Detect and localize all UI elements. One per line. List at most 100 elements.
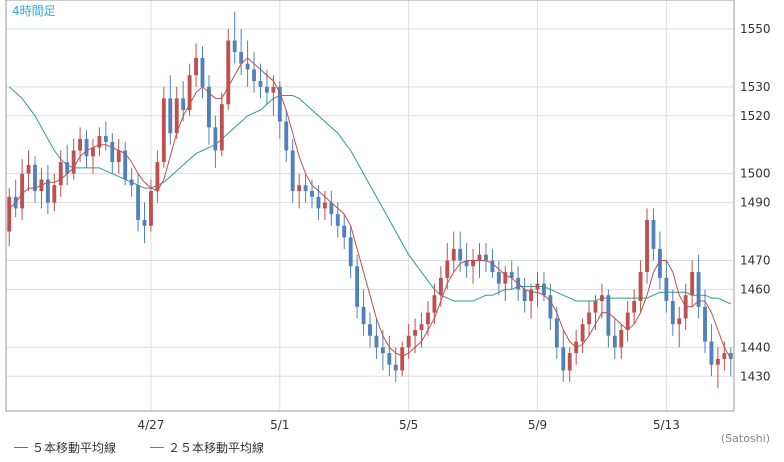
candle <box>722 341 727 371</box>
candle <box>168 75 173 145</box>
candle <box>703 289 707 354</box>
timeframe-label: 4時間足 <box>12 4 56 18</box>
candle <box>52 173 57 212</box>
candle <box>71 138 76 180</box>
candle <box>715 347 720 388</box>
candles <box>7 11 733 388</box>
candle <box>136 173 141 232</box>
x-axis-labels: 4/27 5/1 5/5 5/9 5/13 <box>137 418 679 432</box>
candle <box>728 347 733 377</box>
candle <box>58 150 63 197</box>
candle <box>277 81 282 139</box>
candle <box>110 133 115 174</box>
legend-ma25: ２５本移動平均線 <box>150 438 264 456</box>
y-tick-label: 1470 <box>740 253 771 267</box>
legend-ma5-label: ５本移動平均線 <box>32 440 117 455</box>
candle <box>181 81 186 122</box>
candle <box>239 28 244 76</box>
credit-label: (Satoshi) <box>720 432 770 445</box>
candle <box>445 243 450 290</box>
legend-ma25-label: ２５本移動平均線 <box>168 440 265 455</box>
candle <box>529 283 533 319</box>
candle <box>65 144 70 186</box>
candle <box>542 272 546 302</box>
grid-lines <box>6 0 734 411</box>
candle <box>97 127 102 157</box>
candle <box>194 43 198 87</box>
candle <box>400 341 405 377</box>
candle <box>207 75 211 145</box>
candle <box>213 115 218 168</box>
y-tick-label: 1460 <box>740 282 771 296</box>
y-tick-label: 1530 <box>740 80 771 94</box>
candle <box>342 214 347 249</box>
candle <box>638 260 643 313</box>
candle <box>612 318 617 359</box>
candle <box>123 141 128 186</box>
candle <box>187 63 192 116</box>
candle <box>252 52 256 93</box>
y-tick-label: 1440 <box>740 340 771 354</box>
candle <box>361 289 366 336</box>
ma25-series <box>8 86 732 305</box>
candle <box>355 254 360 319</box>
y-axis-labels: 1550 1530 1520 1500 1490 1470 1460 1440 1430 <box>740 22 771 383</box>
y-tick-label: 1520 <box>740 109 771 123</box>
candle <box>380 329 385 371</box>
candle <box>625 301 630 342</box>
candle <box>142 202 147 244</box>
candle <box>368 312 372 348</box>
candle <box>496 260 501 296</box>
candle <box>458 231 463 273</box>
candle <box>696 254 701 319</box>
candle <box>116 138 121 174</box>
candle <box>45 164 50 215</box>
candle <box>284 109 289 163</box>
legend-ma5-swatch <box>14 446 28 448</box>
y-tick-label: 1550 <box>740 22 771 36</box>
candle <box>271 75 276 116</box>
candle <box>219 92 224 157</box>
x-tick-label: 5/9 <box>528 418 547 432</box>
candle <box>451 231 456 273</box>
candle <box>690 260 695 307</box>
candle <box>664 260 669 313</box>
candle <box>155 150 160 203</box>
candle <box>232 11 237 64</box>
y-tick-label: 1500 <box>740 167 771 181</box>
candle <box>645 208 649 284</box>
candle <box>13 179 18 218</box>
candle <box>129 167 134 197</box>
candle <box>297 173 302 209</box>
legend-ma5: ５本移動平均線 <box>14 438 116 456</box>
candle <box>619 324 624 359</box>
candle <box>200 46 205 99</box>
candle <box>290 138 295 203</box>
candle <box>174 86 179 139</box>
candle <box>161 86 166 168</box>
ma5-series <box>8 57 732 360</box>
candle <box>322 191 327 220</box>
plot-frame <box>5 0 735 412</box>
candle <box>26 150 31 192</box>
candle <box>387 335 392 377</box>
candle <box>484 243 488 273</box>
candle <box>7 188 12 247</box>
candle <box>471 248 476 284</box>
candle <box>561 329 566 383</box>
candle <box>677 306 682 348</box>
candle <box>567 347 572 383</box>
candle <box>91 138 95 174</box>
x-tick-label: 5/5 <box>399 418 418 432</box>
candle <box>580 318 585 354</box>
x-tick-label: 5/13 <box>653 418 680 432</box>
candle <box>651 208 656 261</box>
ma5-line <box>8 57 732 360</box>
candle <box>709 324 714 377</box>
candle <box>554 306 559 359</box>
candle <box>374 318 379 359</box>
candle <box>329 191 334 226</box>
candle <box>587 301 591 336</box>
y-tick-label: 1490 <box>740 196 771 210</box>
